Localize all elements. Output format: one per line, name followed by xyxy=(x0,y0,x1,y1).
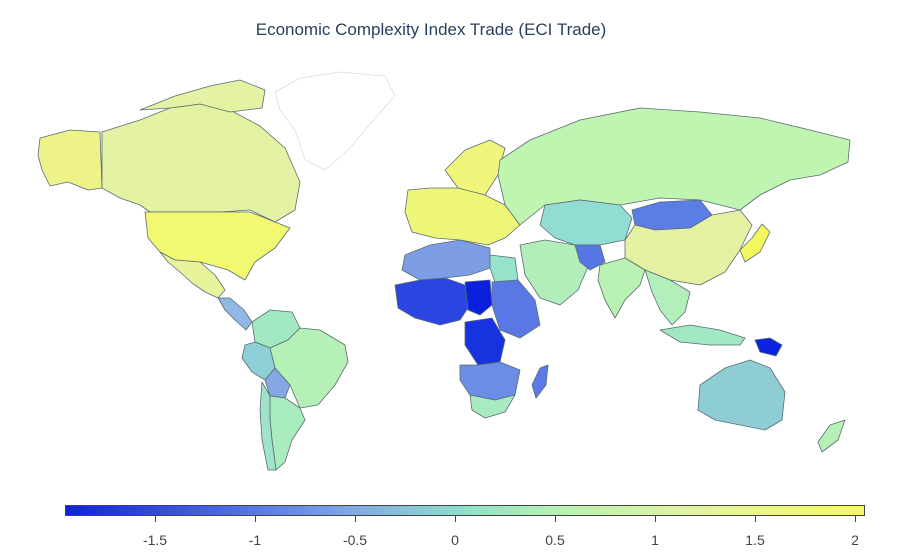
colorbar-tickmark xyxy=(155,516,156,522)
region-madagascar xyxy=(531,364,549,399)
region-south-africa xyxy=(469,394,516,419)
region-north-africa xyxy=(401,239,491,281)
region-papua-new-guinea xyxy=(754,337,783,357)
colorbar-tickmark xyxy=(755,516,756,522)
region-canada-islands xyxy=(139,79,266,113)
region-india xyxy=(597,257,646,319)
region-alaska xyxy=(37,129,103,191)
region-central-asia xyxy=(539,199,633,246)
colorbar-tick-label: 1.5 xyxy=(745,532,765,548)
region-chad xyxy=(464,279,493,316)
region-australia xyxy=(697,359,786,431)
region-middle-east xyxy=(519,239,591,306)
region-bolivia xyxy=(264,367,291,399)
region-sudan-ethiopia xyxy=(491,279,541,339)
colorbar-tick-label: 1 xyxy=(651,532,659,548)
region-greenland xyxy=(274,71,396,171)
colorbar-tickmark xyxy=(255,516,256,522)
region-canada xyxy=(101,103,301,223)
colorbar-tick-label: 0 xyxy=(451,532,459,548)
region-new-zealand xyxy=(817,419,846,453)
colorbar-tick-label: 0.5 xyxy=(545,532,565,548)
colorscale-bar xyxy=(65,505,865,516)
colorbar-tickmark xyxy=(555,516,556,522)
region-central-america xyxy=(217,297,253,331)
region-southeast-asia xyxy=(644,269,691,326)
region-russia xyxy=(497,107,851,226)
colorbar-tickmark xyxy=(655,516,656,522)
colorbar-tickmark xyxy=(355,516,356,522)
colorbar-tickmark xyxy=(455,516,456,522)
colorbar-tickmark xyxy=(855,516,856,522)
region-west-africa xyxy=(394,277,471,326)
world-map xyxy=(37,71,851,471)
region-indonesia xyxy=(659,324,746,346)
colorbar-tick-label: -1 xyxy=(248,532,262,548)
colorbar-tick-label: -1.5 xyxy=(142,532,168,548)
colorbar-tick-label: 2 xyxy=(851,532,859,548)
region-egypt xyxy=(489,254,519,283)
region-scandinavia xyxy=(444,139,506,196)
region-afghanistan xyxy=(574,244,606,271)
region-japan-korea xyxy=(739,223,771,263)
region-chile xyxy=(259,381,277,471)
colorbar-tick-label: -0.5 xyxy=(342,532,368,548)
region-united-states xyxy=(144,211,291,281)
region-europe xyxy=(404,187,521,246)
region-southern-africa xyxy=(459,361,521,401)
chart-title: Economic Complexity Index Trade (ECI Tra… xyxy=(255,20,607,39)
